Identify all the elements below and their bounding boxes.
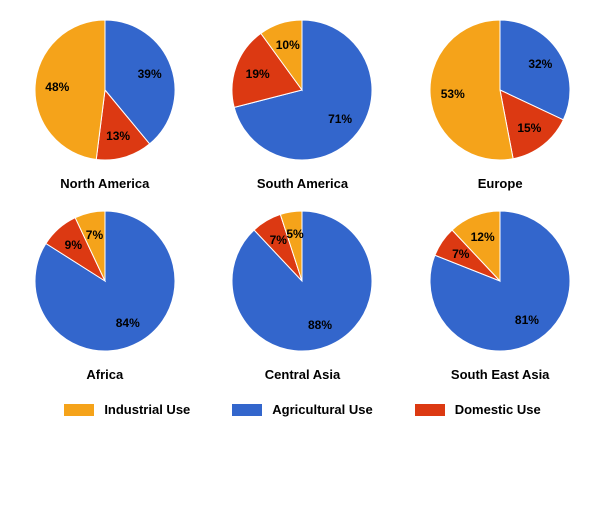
slice-label: 12% (471, 230, 495, 244)
slice-label: 10% (276, 38, 300, 52)
slice-label: 7% (270, 233, 287, 247)
pie-chart: 32% 15% 53% (420, 10, 580, 170)
slice-label: 19% (246, 67, 270, 81)
region-label: North America (60, 176, 149, 191)
slice-label: 15% (517, 121, 541, 135)
legend-label: Domestic Use (455, 402, 541, 417)
slice-label: 71% (328, 112, 352, 126)
legend: Industrial Use Agricultural Use Domestic U… (10, 402, 595, 417)
chart-cell: 81% 7%12% South East Asia (405, 201, 595, 382)
region-label: Central Asia (265, 367, 340, 382)
slice-label: 32% (528, 57, 552, 71)
slice-label: 9% (65, 238, 82, 252)
pie-chart: 84% 9% 7% (25, 201, 185, 361)
legend-label: Industrial Use (104, 402, 190, 417)
legend-swatch (64, 404, 94, 416)
legend-swatch (415, 404, 445, 416)
region-label: South East Asia (451, 367, 549, 382)
slice-label: 88% (308, 318, 332, 332)
slice-label: 81% (515, 313, 539, 327)
slice-label: 53% (441, 87, 465, 101)
slice-label: 13% (106, 129, 130, 143)
chart-cell: 88% 7%5% Central Asia (208, 201, 398, 382)
chart-cell: 84% 9% 7% Africa (10, 201, 200, 382)
legend-item-industrial: Industrial Use (64, 402, 190, 417)
pie-grid: 39% 13% 48% North America 71% 19% 10% South Ame… (10, 10, 595, 382)
pie-chart: 39% 13% 48% (25, 10, 185, 170)
slice-label: 7% (86, 228, 103, 242)
slice-label: 48% (45, 80, 69, 94)
chart-cell: 39% 13% 48% North America (10, 10, 200, 191)
pie-chart: 88% 7%5% (222, 201, 382, 361)
slice-label: 5% (286, 227, 303, 241)
region-label: South America (257, 176, 348, 191)
pie-chart: 81% 7%12% (420, 201, 580, 361)
legend-item-domestic: Domestic Use (415, 402, 541, 417)
slice-label: 39% (138, 67, 162, 81)
region-label: Europe (478, 176, 523, 191)
legend-label: Agricultural Use (272, 402, 372, 417)
chart-cell: 71% 19% 10% South America (208, 10, 398, 191)
slice-label: 84% (116, 316, 140, 330)
slice-label: 7% (452, 247, 469, 261)
pie-chart: 71% 19% 10% (222, 10, 382, 170)
legend-item-agricultural: Agricultural Use (232, 402, 372, 417)
legend-swatch (232, 404, 262, 416)
region-label: Africa (86, 367, 123, 382)
chart-cell: 32% 15% 53% Europe (405, 10, 595, 191)
